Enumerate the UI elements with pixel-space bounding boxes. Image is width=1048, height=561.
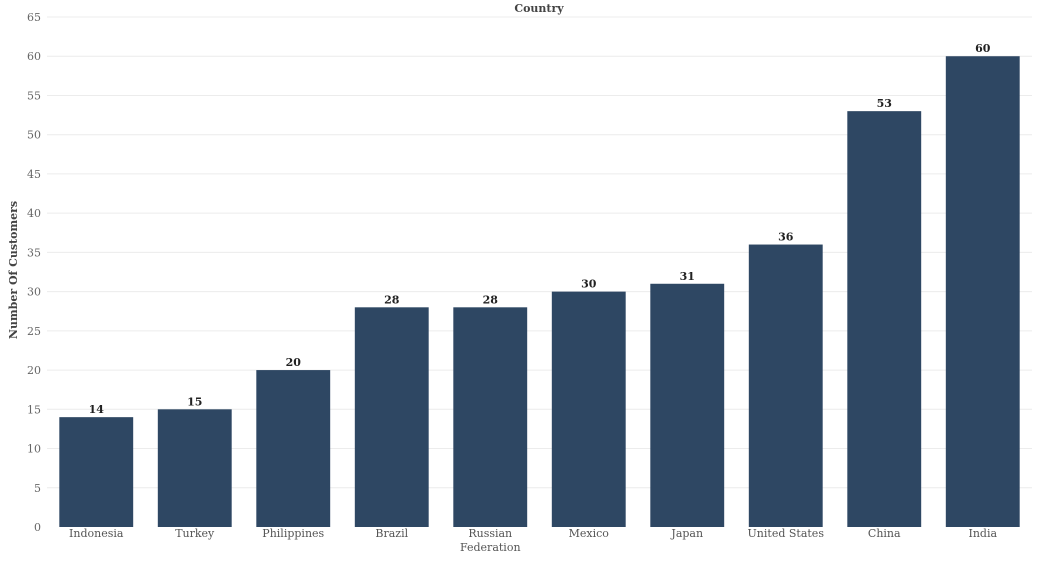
bar-value-label: 36	[778, 231, 794, 244]
x-category-label: Philippines	[262, 527, 324, 540]
x-category-line: Indonesia	[69, 527, 124, 540]
bar	[453, 307, 528, 527]
y-tick-label: 60	[27, 50, 41, 63]
bar-value-label: 60	[975, 42, 991, 55]
y-tick-label: 10	[27, 443, 41, 456]
x-category-line: Mexico	[569, 527, 610, 540]
y-tick-label: 35	[27, 246, 41, 259]
bar	[551, 291, 626, 527]
y-tick-label: 30	[27, 286, 41, 299]
y-tick-label: 65	[27, 11, 41, 24]
y-tick-label: 0	[34, 521, 41, 534]
x-category-label: Russian Federation	[460, 527, 521, 554]
y-tick-label: 25	[27, 325, 41, 338]
y-axis-title: Number Of Customers	[7, 201, 20, 339]
x-category-label: Turkey	[175, 527, 215, 540]
bar	[256, 370, 331, 527]
bar	[354, 307, 429, 527]
y-axis-ticks: 0 5 10 15 20 25 30 35 40 45 50 55 60 65	[27, 11, 41, 534]
x-axis-categories: Indonesia Turkey Philippines Brazil Russian F…	[69, 527, 997, 554]
x-category-label: Japan	[670, 527, 703, 540]
bar-value-label: 15	[187, 395, 202, 408]
data-labels: 14 15 20 28 28 30 31 36 53 60	[89, 42, 991, 416]
x-category-label: Indonesia	[69, 527, 124, 540]
chart-title: Country	[514, 2, 564, 15]
bar-value-label: 31	[680, 270, 695, 283]
x-category-line: India	[968, 527, 997, 540]
x-category-line: Turkey	[175, 527, 215, 540]
x-category-line: Brazil	[375, 527, 408, 540]
x-category-line: United States	[748, 527, 825, 540]
y-tick-label: 15	[27, 403, 41, 416]
bar-value-label: 28	[384, 293, 400, 306]
x-category-label: United States	[748, 527, 825, 540]
x-category-line: Philippines	[262, 527, 324, 540]
bar	[650, 283, 725, 527]
bars	[59, 56, 1020, 528]
bar	[157, 409, 232, 527]
bar	[945, 56, 1020, 527]
y-tick-label: 55	[27, 89, 41, 102]
bar-value-label: 30	[581, 278, 597, 291]
x-category-line: Federation	[460, 541, 521, 554]
x-category-label: India	[968, 527, 997, 540]
x-category-label: Mexico	[569, 527, 610, 540]
bar	[59, 417, 134, 527]
bar-value-label: 28	[483, 293, 499, 306]
y-tick-label: 20	[27, 364, 41, 377]
y-tick-label: 45	[27, 168, 41, 181]
y-tick-label: 50	[27, 129, 41, 142]
bar	[847, 111, 922, 528]
x-category-label: China	[868, 527, 901, 540]
bar	[748, 244, 823, 528]
x-category-label: Brazil	[375, 527, 408, 540]
y-tick-label: 40	[27, 207, 41, 220]
bar-value-label: 53	[877, 97, 892, 110]
bar-value-label: 14	[89, 403, 105, 416]
x-category-line: China	[868, 527, 901, 540]
bar-value-label: 20	[286, 356, 302, 369]
x-category-line: Russian	[468, 527, 512, 540]
x-category-line: Japan	[670, 527, 703, 540]
y-tick-label: 5	[34, 482, 41, 495]
